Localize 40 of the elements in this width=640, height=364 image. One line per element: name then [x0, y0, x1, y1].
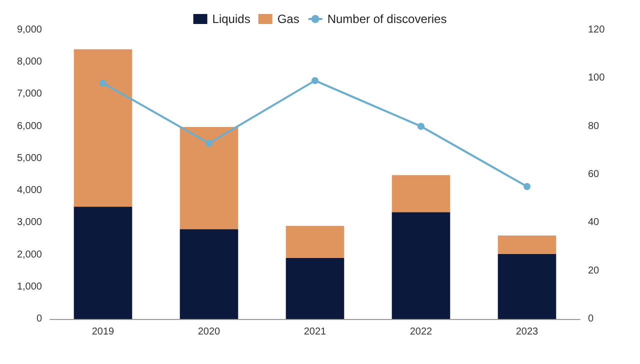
bar	[180, 126, 238, 230]
bar	[74, 49, 132, 207]
bar	[392, 212, 450, 319]
bar	[498, 254, 556, 319]
point	[206, 140, 212, 147]
point	[100, 79, 106, 86]
y2-tick-label: 80	[588, 120, 600, 132]
y2-tick-label: 40	[588, 217, 600, 228]
bar	[392, 175, 450, 212]
point	[418, 122, 424, 130]
bar	[286, 258, 344, 319]
legend-label: Gas	[277, 12, 300, 26]
bar	[498, 236, 556, 254]
legend-label: Liquids	[212, 12, 250, 26]
y-tick-label: 0	[36, 314, 42, 324]
x-tick-label: 2019	[92, 326, 115, 338]
y-tick-label: 9,000	[16, 24, 42, 36]
y2-tick-label: 120	[588, 24, 606, 36]
x-tick-label: 2022	[410, 326, 433, 338]
y2-tick-label: 20	[588, 265, 600, 276]
y-tick-label: 7,000	[16, 88, 42, 100]
legend-label: Number of discoveries	[327, 12, 447, 26]
y-tick-label: 6,000	[16, 120, 42, 132]
bar	[180, 229, 238, 319]
y-tick-label: 4,000	[16, 185, 42, 196]
x-tick-label: 2023	[516, 326, 539, 338]
y-tick-label: 3,000	[16, 217, 42, 228]
bar	[286, 226, 344, 258]
y-tick-label: 8,000	[16, 56, 42, 68]
y2-tick-label: 0	[588, 314, 594, 324]
point	[524, 183, 530, 190]
y-tick-label: 5,000	[16, 152, 42, 164]
y2-tick-label: 100	[588, 72, 606, 84]
bar	[74, 206, 132, 319]
y-tick-label: 2,000	[16, 249, 42, 260]
x-tick-label: 2020	[198, 326, 221, 338]
y2-tick-label: 60	[588, 169, 600, 180]
x-tick-label: 2021	[304, 326, 327, 338]
point	[312, 77, 318, 84]
y-tick-label: 1,000	[16, 281, 42, 292]
